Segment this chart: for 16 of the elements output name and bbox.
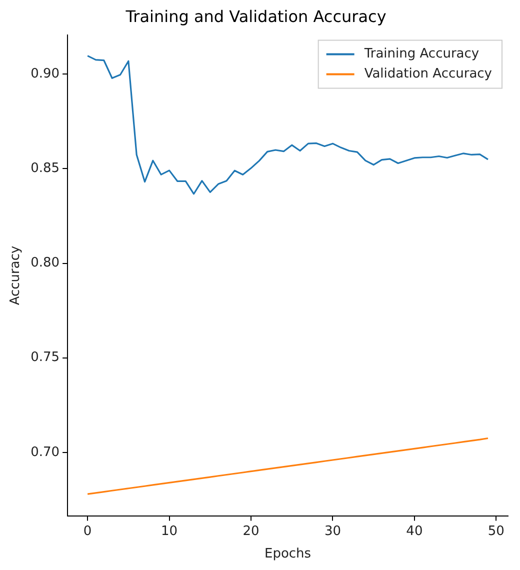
y-tick-label: 0.70 xyxy=(30,444,60,460)
chart-title: Training and Validation Accuracy xyxy=(124,6,386,26)
x-tick-label: 50 xyxy=(488,524,504,539)
x-tick-label: 10 xyxy=(161,524,178,539)
y-tick-label: 0.90 xyxy=(30,66,60,82)
legend-label: Training Accuracy xyxy=(363,46,480,62)
y-tick-label: 0.80 xyxy=(30,256,60,271)
legend-label: Validation Accuracy xyxy=(364,66,492,82)
y-tick-label: 0.85 xyxy=(30,161,60,176)
x-axis-title: Epochs xyxy=(264,546,312,562)
x-tick-label: 20 xyxy=(242,524,260,539)
x-tick-label: 30 xyxy=(324,524,341,539)
x-tick-label: 0 xyxy=(83,524,92,539)
x-tick-label: 40 xyxy=(406,524,423,539)
y-axis-title: Accuracy xyxy=(8,246,24,306)
y-tick-label: 0.75 xyxy=(30,350,60,366)
